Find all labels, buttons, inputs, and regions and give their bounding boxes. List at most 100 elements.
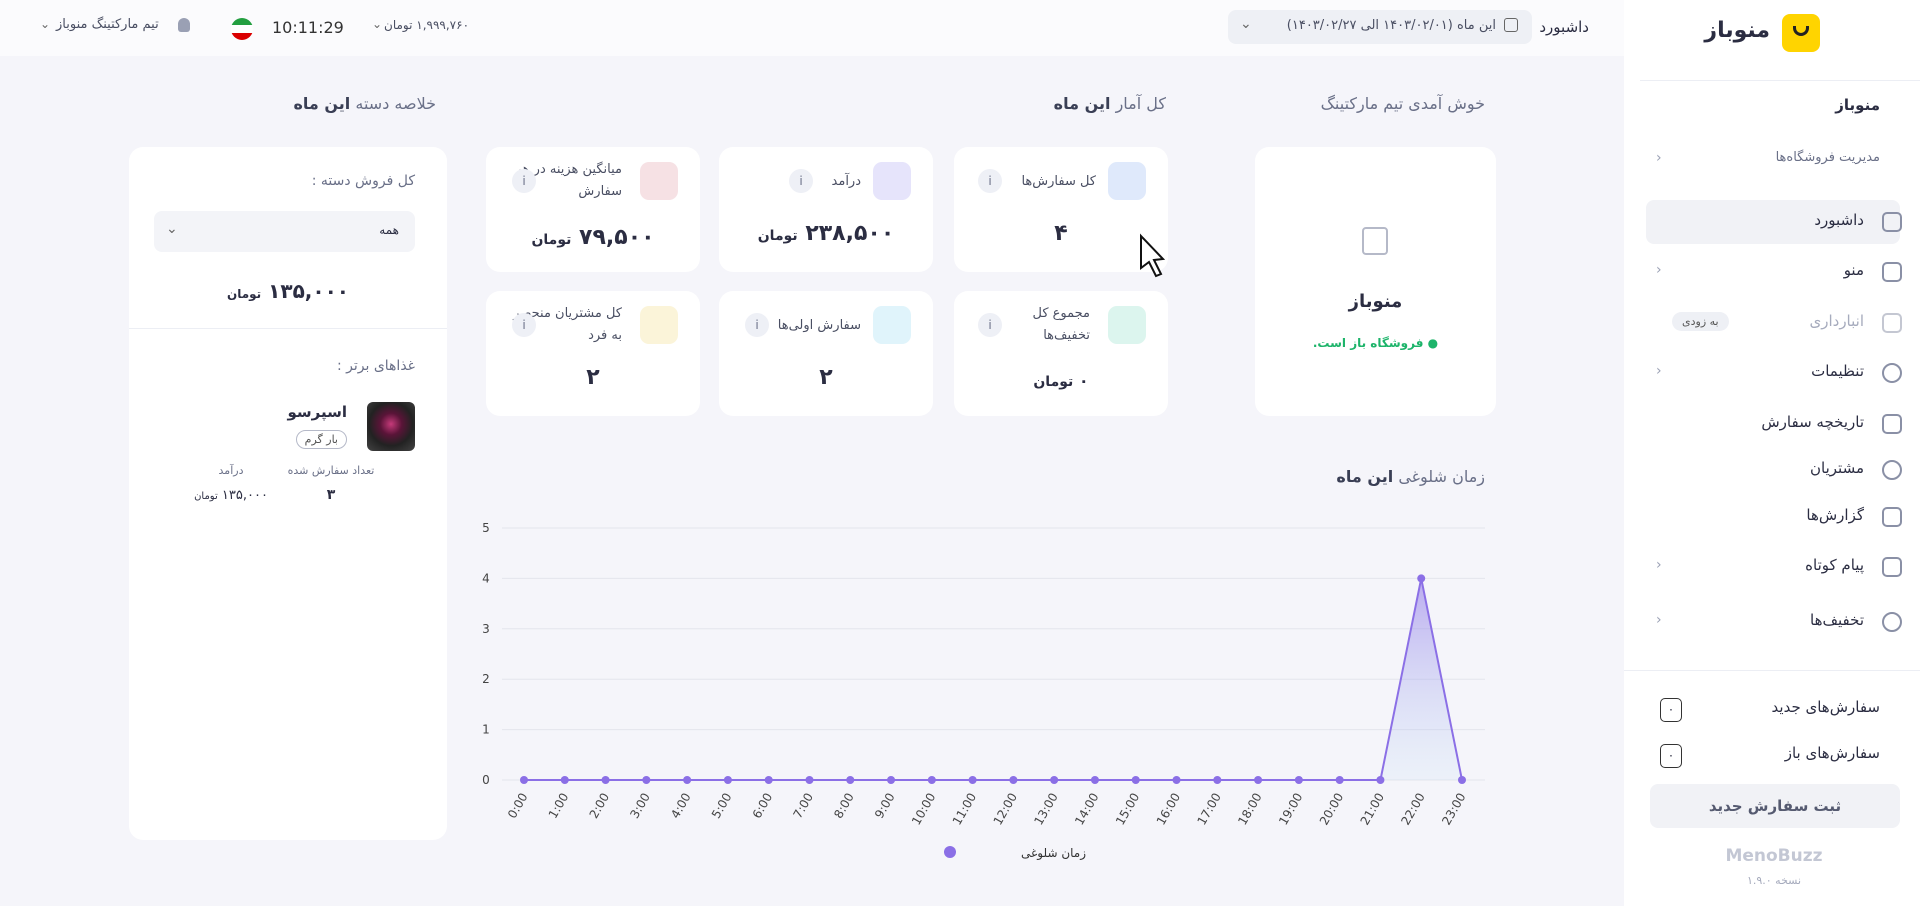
data-point — [968, 776, 977, 784]
data-point — [1090, 776, 1099, 784]
date-range: این ماه (۱۴۰۳/۰۲/۰۱ الی ۱۴۰۳/۰۲/۲۷) — [1286, 18, 1496, 33]
store-name: منوباز — [1835, 96, 1880, 114]
info-button[interactable]: i — [512, 313, 536, 337]
menu-icon — [1882, 363, 1902, 383]
info-button[interactable]: i — [745, 313, 769, 337]
chevron: ‹ — [1656, 150, 1662, 166]
sidebar: منوباز منوباز مدیریت فروشگاه‌ها ‹ داشبور… — [1624, 0, 1920, 906]
clock: 10:11:29 — [272, 18, 344, 37]
info-button[interactable]: i — [512, 169, 536, 193]
stat-label: درآمد — [831, 174, 861, 189]
cursor — [1140, 233, 1166, 278]
data-point — [1050, 776, 1059, 784]
filter-select[interactable]: همه ⌄ — [154, 211, 415, 252]
stat-icon — [640, 162, 678, 200]
menu-icon — [1882, 212, 1902, 232]
menu-item[interactable]: پیام کوتاه — [1805, 556, 1864, 574]
category-card: کل فروش دسته : همه ⌄ ۱۳۵,۰۰۰ تومان غذاها… — [129, 147, 447, 840]
menu-item: انبارداری — [1809, 312, 1864, 330]
line — [524, 578, 1463, 781]
stat-card: کل سفارش‌ها i ۴ — [954, 147, 1168, 272]
y-tick-label: 3 — [482, 622, 490, 636]
chevron: ⌄ — [166, 221, 178, 237]
info-button[interactable]: i — [978, 169, 1002, 193]
revenue-label: درآمد — [218, 464, 244, 477]
x-tick-label: 5:00 — [709, 791, 735, 821]
data-point — [764, 776, 773, 784]
orders-label: تعداد سفارش شده — [287, 464, 375, 477]
total-value: ۱۳۵,۰۰۰ — [268, 279, 350, 303]
store-name: منوباز — [1348, 291, 1403, 312]
data-point — [805, 776, 814, 784]
x-tick-label: 3:00 — [627, 791, 653, 821]
data-point — [1213, 776, 1222, 784]
menu-item[interactable]: مشتریان — [1810, 459, 1864, 477]
y-tick-label: 4 — [482, 571, 490, 585]
menu-item[interactable]: تاریخچه سفارش — [1761, 413, 1864, 431]
data-point — [1294, 776, 1303, 784]
welcome-card: منوباز ● فروشگاه باز است. — [1255, 147, 1496, 416]
stat-icon — [1108, 306, 1146, 344]
stat-value: ۰ تومان — [954, 371, 1168, 390]
new-order-button[interactable]: ثبت سفارش جدید — [1650, 784, 1900, 828]
stat-label: مجموع کل تخفیف‌ها — [1032, 306, 1090, 343]
stats-title: کل آمار این ماه — [1054, 94, 1166, 113]
date-picker[interactable]: این ماه (۱۴۰۳/۰۲/۰۱ الی ۱۴۰۳/۰۲/۲۷) ⌄ — [1228, 10, 1532, 44]
info-button[interactable]: i — [978, 313, 1002, 337]
stat-card: مجموع کل تخفیف‌ها i ۰ تومان — [954, 291, 1168, 416]
category-title-em: این ماه — [293, 94, 351, 113]
stats-title-em: این ماه — [1053, 94, 1111, 113]
store-menu[interactable]: مدیریت فروشگاه‌ها — [1775, 150, 1880, 165]
chevron: ‹ — [1656, 262, 1662, 278]
x-tick-label: 18:00 — [1235, 791, 1264, 828]
sales-label: کل فروش دسته : — [311, 173, 415, 189]
x-tick-label: 22:00 — [1398, 791, 1427, 828]
divider — [1640, 80, 1920, 81]
data-point — [560, 776, 569, 784]
x-tick-label: 19:00 — [1276, 791, 1305, 828]
menu-icon — [1882, 313, 1902, 333]
stat-label: میانگین هزینه در هر سفارش — [515, 162, 623, 199]
menu-icon — [1882, 557, 1902, 577]
counter-label: سفارش‌های باز — [1784, 744, 1880, 762]
menu-item[interactable]: تخفیف‌ها — [1810, 611, 1864, 629]
menu-item[interactable]: داشبورد — [1814, 211, 1864, 229]
data-point — [683, 776, 692, 784]
counter-value: ۰ — [1660, 698, 1682, 722]
stat-value: ۲۳۸,۵۰۰ تومان — [719, 221, 933, 246]
stat-card: درآمد i ۲۳۸,۵۰۰ تومان — [719, 147, 933, 272]
stat-number: ۲۳۸,۵۰۰ — [805, 221, 895, 246]
store-status-text: فروشگاه باز است. — [1312, 336, 1424, 350]
x-tick-label: 13:00 — [1031, 791, 1060, 828]
stat-value: ۲ — [819, 365, 833, 390]
x-tick-label: 0:00 — [505, 791, 531, 821]
stat-value: ۲ — [586, 365, 600, 390]
user-name[interactable]: تیم مارکتینگ منوباز — [56, 17, 159, 32]
balance: ۱,۹۹۹,۷۶۰ تومان — [384, 18, 469, 32]
data-point — [1254, 776, 1263, 784]
menu-item[interactable]: منو — [1843, 261, 1864, 279]
data-point — [601, 776, 610, 784]
data-point — [846, 776, 855, 784]
filter-value: همه — [379, 223, 399, 237]
x-tick-label: 20:00 — [1317, 791, 1346, 828]
y-tick-label: 1 — [482, 723, 490, 737]
chevron: ⌄ — [40, 17, 51, 31]
stat-unit: تومان — [1033, 374, 1074, 390]
x-tick-label: 17:00 — [1194, 791, 1223, 828]
data-point — [1335, 776, 1344, 784]
welcome-title: خوش آمدی تیم مارکتینگ — [1320, 94, 1485, 113]
counter-value: ۰ — [1660, 744, 1682, 768]
x-tick-label: 2:00 — [587, 791, 613, 821]
data-point — [1417, 574, 1426, 583]
menu-item[interactable]: تنظیمات — [1811, 362, 1864, 380]
stat-label: کل مشتریان منحصر به فرد — [513, 306, 622, 343]
active-item-bg — [1646, 200, 1900, 244]
info-button[interactable]: i — [789, 169, 813, 193]
menu-item[interactable]: گزارش‌ها — [1806, 506, 1864, 524]
x-tick-label: 6:00 — [750, 791, 776, 821]
chart-title: زمان شلوغی این ماه — [1336, 467, 1485, 486]
user-icon — [178, 18, 190, 32]
menu-icon — [1882, 262, 1902, 282]
